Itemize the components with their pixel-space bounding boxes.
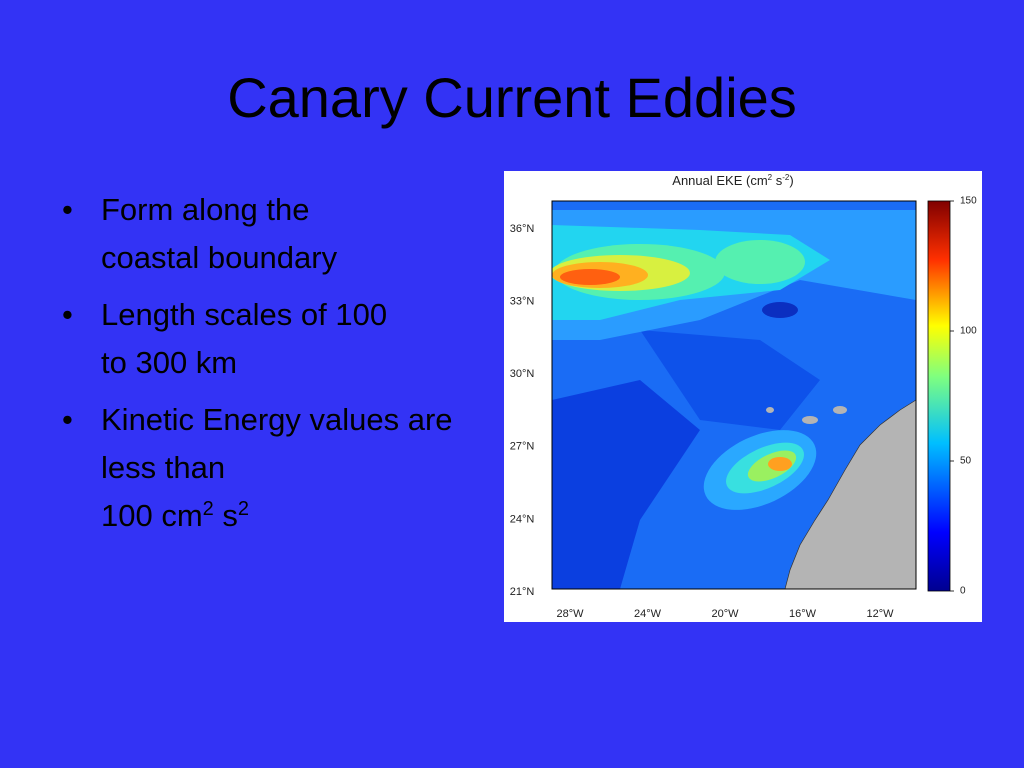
bullet-text: Kinetic Energy values are less than — [101, 402, 453, 485]
superscript: 2 — [202, 498, 214, 520]
longitude-label: 12°W — [866, 608, 894, 620]
colorbar-tick-label: 100 — [960, 326, 977, 337]
colorbar-tick-label: 0 — [960, 586, 966, 597]
colorbar-tick-label: 50 — [960, 456, 972, 467]
longitude-label: 16°W — [789, 608, 817, 620]
bullet-text: Form along the — [101, 192, 310, 227]
eke-map — [552, 201, 916, 589]
superscript: 2 — [237, 498, 250, 520]
longitude-label: 24°W — [634, 608, 662, 620]
bullet-text: to 300 km — [101, 345, 238, 380]
latitude-label: 21°N — [510, 586, 535, 598]
latitude-label: 27°N — [510, 441, 535, 453]
map-frame — [551, 200, 917, 590]
slide-title: Canary Current Eddies — [227, 66, 797, 129]
bullet: • Kinetic Energy values are less than 100… — [62, 402, 453, 533]
colorbar — [927, 200, 951, 592]
colorbar-tick-label: 150 — [960, 196, 977, 207]
latitude-label: 36°N — [510, 223, 535, 235]
bullet-text: s — [213, 498, 238, 533]
latitude-label: 33°N — [510, 296, 535, 308]
longitude-label: 20°W — [711, 608, 739, 620]
latitude-label: 30°N — [510, 368, 535, 380]
figure-title: Annual EKE (cm2 s-2) — [672, 173, 793, 189]
latitude-label: 24°N — [510, 513, 535, 525]
longitude-label: 28°W — [556, 608, 584, 620]
bullet: • Form along the coastal boundary — [62, 192, 338, 275]
bullet-text: coastal boundary — [101, 240, 338, 275]
bullet-text: Length scales of 100 — [101, 297, 388, 332]
bullet: • Length scales of 100 to 300 km — [62, 297, 388, 380]
bullet-text: 100 cm — [101, 498, 203, 533]
